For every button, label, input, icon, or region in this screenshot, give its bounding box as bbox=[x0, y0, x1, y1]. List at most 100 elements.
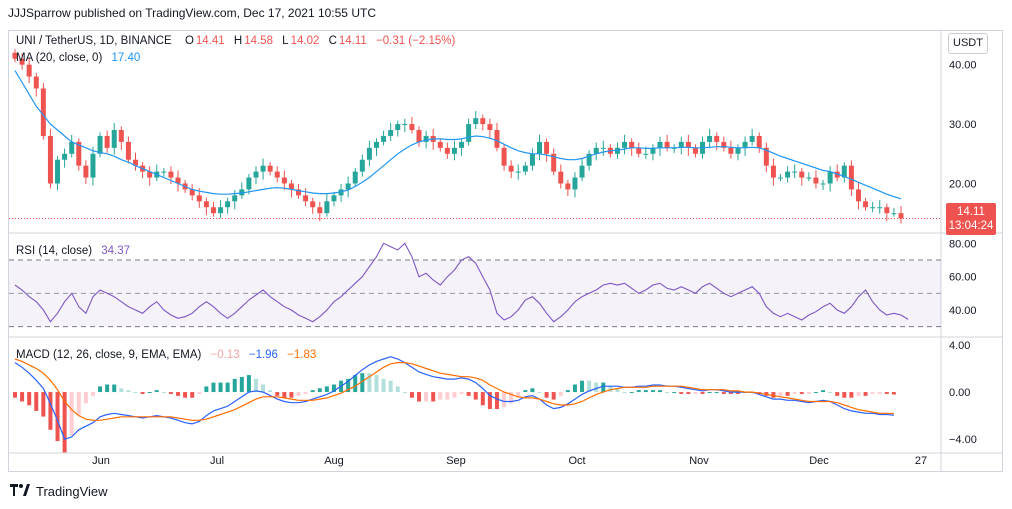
candle-body bbox=[855, 189, 861, 202]
time-tick-label: Nov bbox=[689, 455, 709, 467]
candle-body bbox=[870, 207, 876, 209]
macd-signal-value: −1.83 bbox=[287, 349, 317, 361]
candle-body bbox=[281, 177, 287, 184]
macd-histogram-bar bbox=[544, 392, 549, 398]
macd-histogram-bar bbox=[828, 392, 833, 394]
macd-histogram-bar bbox=[792, 392, 797, 394]
macd-histogram-bar bbox=[707, 392, 712, 394]
candle-body bbox=[218, 207, 224, 214]
macd-histogram-bar bbox=[388, 380, 393, 393]
macd-histogram-bar bbox=[799, 392, 804, 394]
candle-body bbox=[586, 153, 592, 166]
candle-body bbox=[437, 141, 443, 148]
candle-body bbox=[189, 189, 195, 196]
candle-body bbox=[480, 118, 486, 125]
macd-histogram-bar bbox=[601, 382, 606, 393]
macd-label[interactable]: MACD (12, 26, close, 9, EMA, EMA) bbox=[16, 349, 202, 361]
macd-histogram-bar bbox=[445, 392, 450, 400]
candle-body bbox=[232, 195, 238, 202]
macd-histogram-bar bbox=[133, 392, 138, 394]
macd-histogram-bar bbox=[728, 392, 733, 394]
candle-body bbox=[657, 141, 663, 148]
candle-body bbox=[90, 153, 96, 178]
macd-histogram-bar bbox=[48, 392, 53, 430]
candle-body bbox=[558, 171, 564, 184]
bar-countdown: 13:04:24 bbox=[948, 220, 994, 232]
candle-body bbox=[529, 153, 535, 166]
macd-histogram-bar bbox=[13, 392, 17, 398]
candle-body bbox=[402, 124, 408, 126]
macd-histogram-bar bbox=[849, 392, 854, 398]
last-price: 14.11 bbox=[957, 206, 985, 218]
macd-histogram-bar bbox=[41, 392, 46, 417]
candle-body bbox=[678, 141, 684, 148]
price-tick-label: 30.00 bbox=[949, 119, 977, 131]
macd-histogram-bar bbox=[629, 392, 634, 394]
high-value: 14.58 bbox=[244, 35, 273, 47]
candle-body bbox=[203, 201, 209, 208]
macd-histogram-bar bbox=[275, 392, 280, 396]
candle-body bbox=[196, 195, 202, 202]
candle-body bbox=[600, 147, 606, 149]
candle-body bbox=[629, 141, 635, 148]
candle-body bbox=[749, 135, 755, 142]
rsi-tick-label: 60.00 bbox=[949, 272, 977, 284]
candle-body bbox=[898, 213, 904, 219]
macd-histogram-bar bbox=[806, 392, 811, 394]
macd-histogram-bar bbox=[771, 392, 776, 398]
candle-body bbox=[260, 165, 266, 172]
candle-body bbox=[636, 147, 642, 154]
macd-histogram-bar bbox=[211, 382, 216, 393]
symbol-name[interactable]: UNI / TetherUS, 1D, BINANCE bbox=[16, 35, 172, 47]
macd-histogram-bar bbox=[700, 392, 705, 394]
footer[interactable]: TradingView bbox=[10, 484, 108, 499]
macd-histogram-bar bbox=[494, 392, 499, 410]
currency-button[interactable]: USDT bbox=[948, 33, 988, 54]
macd-histogram-bar bbox=[310, 390, 315, 393]
candle-body bbox=[827, 171, 833, 184]
macd-histogram-bar bbox=[218, 382, 223, 393]
candle-body bbox=[820, 183, 826, 185]
macd-histogram-bar bbox=[402, 392, 407, 394]
macd-histogram-bar bbox=[459, 392, 464, 394]
macd-histogram-bar bbox=[665, 392, 670, 394]
macd-hist-value: −0.13 bbox=[210, 349, 240, 361]
macd-histogram-bar bbox=[105, 384, 110, 393]
macd-histogram-bar bbox=[842, 392, 847, 398]
time-tick-label: 27 bbox=[915, 455, 927, 467]
candle-body bbox=[253, 171, 259, 178]
macd-histogram-bar bbox=[353, 375, 358, 393]
candle-body bbox=[579, 165, 585, 178]
change-value: −0.31 (−2.15%) bbox=[376, 35, 456, 47]
candle-body bbox=[466, 124, 472, 142]
candle-body bbox=[409, 124, 415, 131]
candle-body bbox=[381, 135, 387, 142]
macd-histogram-bar bbox=[480, 392, 485, 406]
candle-body bbox=[118, 130, 124, 142]
macd-histogram-bar bbox=[76, 392, 81, 415]
macd-histogram-bar bbox=[537, 392, 542, 394]
macd-histogram-bar bbox=[643, 390, 648, 393]
macd-histogram-bar bbox=[98, 386, 103, 393]
candle-body bbox=[508, 165, 514, 172]
candle-body bbox=[643, 153, 649, 155]
candle-body bbox=[544, 141, 550, 154]
candle-body bbox=[111, 130, 117, 148]
tradingview-logo-icon bbox=[10, 484, 30, 499]
candle-body bbox=[47, 135, 53, 184]
candle-body bbox=[62, 153, 68, 160]
candle-body bbox=[863, 201, 869, 208]
macd-histogram-bar bbox=[693, 392, 698, 394]
chart-canvas[interactable]: 20.00 30.00 40.00 40.00 60.00 80.00 −4.00 0.00 4… bbox=[9, 31, 1002, 471]
macd-histogram-bar bbox=[232, 378, 237, 393]
candle-body bbox=[175, 177, 181, 184]
macd-histogram-bar bbox=[821, 390, 826, 393]
macd-histogram-bar bbox=[714, 392, 719, 394]
rsi-label[interactable]: RSI (14, close) bbox=[16, 245, 93, 257]
candle-body bbox=[444, 147, 450, 154]
ma-label[interactable]: MA (20, close, 0) bbox=[16, 52, 103, 64]
candle-body bbox=[756, 135, 762, 148]
candle-body bbox=[473, 118, 479, 125]
macd-histogram-bar bbox=[679, 392, 684, 394]
macd-histogram-bar bbox=[204, 386, 209, 393]
